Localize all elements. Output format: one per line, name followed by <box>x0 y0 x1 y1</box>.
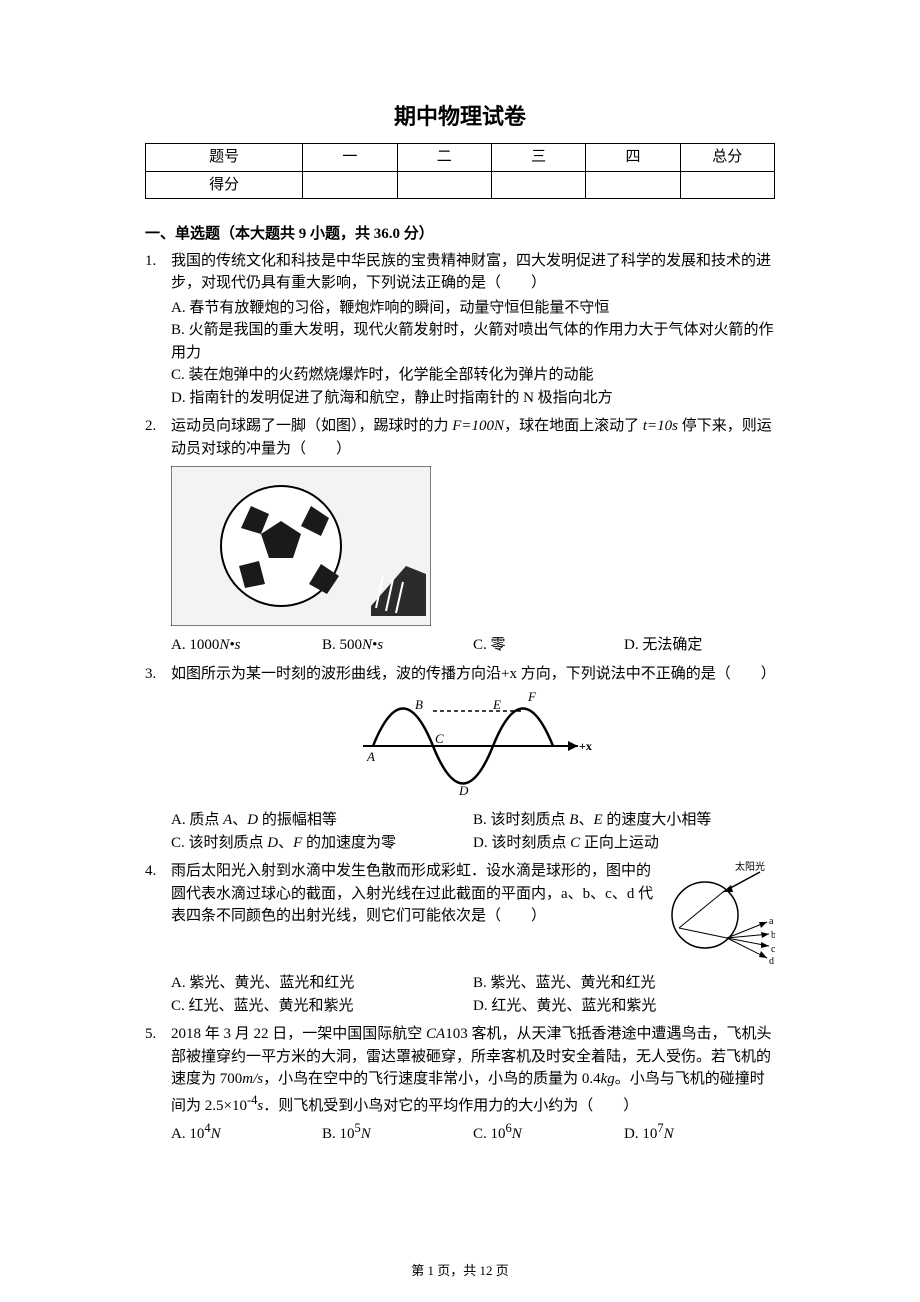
svg-text:d: d <box>769 956 774 967</box>
page-title: 期中物理试卷 <box>145 100 775 133</box>
question-number: 1. <box>145 250 171 410</box>
cell <box>680 171 774 199</box>
option-b: B. 105N <box>322 1119 473 1146</box>
option-b: B. 该时刻质点 B、E 的速度大小相等 <box>473 809 775 832</box>
question-stem: 我国的传统文化和科技是中华民族的宝贵精神财富，四大发明促进了科学的发展和技术的进… <box>171 250 775 295</box>
svg-text:c: c <box>771 944 775 955</box>
question-stem: 2018 年 3 月 22 日，一架中国国际航空 CA103 客机，从天津飞抵香… <box>171 1023 775 1117</box>
cell <box>491 171 585 199</box>
svg-text:C: C <box>435 731 444 746</box>
option-d: D. 该时刻质点 C 正向上运动 <box>473 832 775 855</box>
cell: 题号 <box>146 144 303 172</box>
option-a: A. 春节有放鞭炮的习俗，鞭炮炸响的瞬间，动量守恒但能量不守恒 <box>171 297 775 320</box>
cell <box>586 171 680 199</box>
svg-text:F: F <box>527 691 537 704</box>
svg-text:b: b <box>771 930 775 941</box>
option-c: C. 该时刻质点 D、F 的加速度为零 <box>171 832 473 855</box>
table-row: 题号 一 二 三 四 总分 <box>146 144 775 172</box>
svg-text:+x: +x <box>579 739 592 753</box>
option-c: C. 零 <box>473 634 624 657</box>
option-b: B. 火箭是我国的重大发明，现代火箭发射时，火箭对喷出气体的作用力大于气体对火箭… <box>171 319 775 364</box>
option-d: D. 107N <box>624 1119 775 1146</box>
option-c: C. 106N <box>473 1119 624 1146</box>
page-footer: 第 1 页，共 12 页 <box>0 1261 920 1281</box>
question-number: 4. <box>145 860 171 1017</box>
cell: 得分 <box>146 171 303 199</box>
cell: 总分 <box>680 144 774 172</box>
svg-text:a: a <box>769 916 774 927</box>
question-stem: 如图所示为某一时刻的波形曲线，波的传播方向沿+x 方向，下列说法中不正确的是（ … <box>171 663 775 686</box>
option-b: B. 500N•s <box>322 634 473 657</box>
cell: 三 <box>491 144 585 172</box>
question-4: 4. 太阳光 a b c d 雨后太阳光入射到水滴中发生色散而形成彩虹．设水滴是… <box>145 860 775 1017</box>
option-b: B. 紫光、蓝光、黄光和红光 <box>473 972 775 995</box>
question-3: 3. 如图所示为某一时刻的波形曲线，波的传播方向沿+x 方向，下列说法中不正确的… <box>145 663 775 855</box>
option-d: D. 无法确定 <box>624 634 775 657</box>
cell: 四 <box>586 144 680 172</box>
cell: 一 <box>303 144 397 172</box>
option-d: D. 红光、黄光、蓝光和紫光 <box>473 995 775 1018</box>
option-a: A. 104N <box>171 1119 322 1146</box>
question-number: 5. <box>145 1023 171 1146</box>
question-stem: 运动员向球踢了一脚（如图），踢球时的力 F=100N，球在地面上滚动了 t=10… <box>171 415 775 460</box>
table-row: 得分 <box>146 171 775 199</box>
svg-text:E: E <box>492 697 501 712</box>
football-figure <box>171 466 431 626</box>
droplet-figure: 太阳光 a b c d <box>665 860 775 970</box>
svg-text:D: D <box>458 783 469 798</box>
question-1: 1. 我国的传统文化和科技是中华民族的宝贵精神财富，四大发明促进了科学的发展和技… <box>145 250 775 410</box>
option-c: C. 装在炮弹中的火药燃烧爆炸时，化学能全部转化为弹片的动能 <box>171 364 775 387</box>
cell <box>303 171 397 199</box>
cell <box>397 171 491 199</box>
option-a: A. 紫光、黄光、蓝光和红光 <box>171 972 473 995</box>
option-c: C. 红光、蓝光、黄光和紫光 <box>171 995 473 1018</box>
option-a: A. 质点 A、D 的振幅相等 <box>171 809 473 832</box>
option-a: A. 1000N•s <box>171 634 322 657</box>
question-number: 3. <box>145 663 171 855</box>
question-number: 2. <box>145 415 171 657</box>
question-2: 2. 运动员向球踢了一脚（如图），踢球时的力 F=100N，球在地面上滚动了 t… <box>145 415 775 657</box>
cell: 二 <box>397 144 491 172</box>
score-table: 题号 一 二 三 四 总分 得分 <box>145 143 775 199</box>
svg-text:B: B <box>415 697 423 712</box>
wave-figure: A B C D E F +x <box>353 691 593 801</box>
section-heading: 一、单选题（本大题共 9 小题，共 36.0 分） <box>145 223 775 246</box>
option-d: D. 指南针的发明促进了航海和航空，静止时指南针的 N 极指向北方 <box>171 387 775 410</box>
svg-text:太阳光: 太阳光 <box>735 860 765 873</box>
question-5: 5. 2018 年 3 月 22 日，一架中国国际航空 CA103 客机，从天津… <box>145 1023 775 1146</box>
svg-text:A: A <box>366 749 375 764</box>
